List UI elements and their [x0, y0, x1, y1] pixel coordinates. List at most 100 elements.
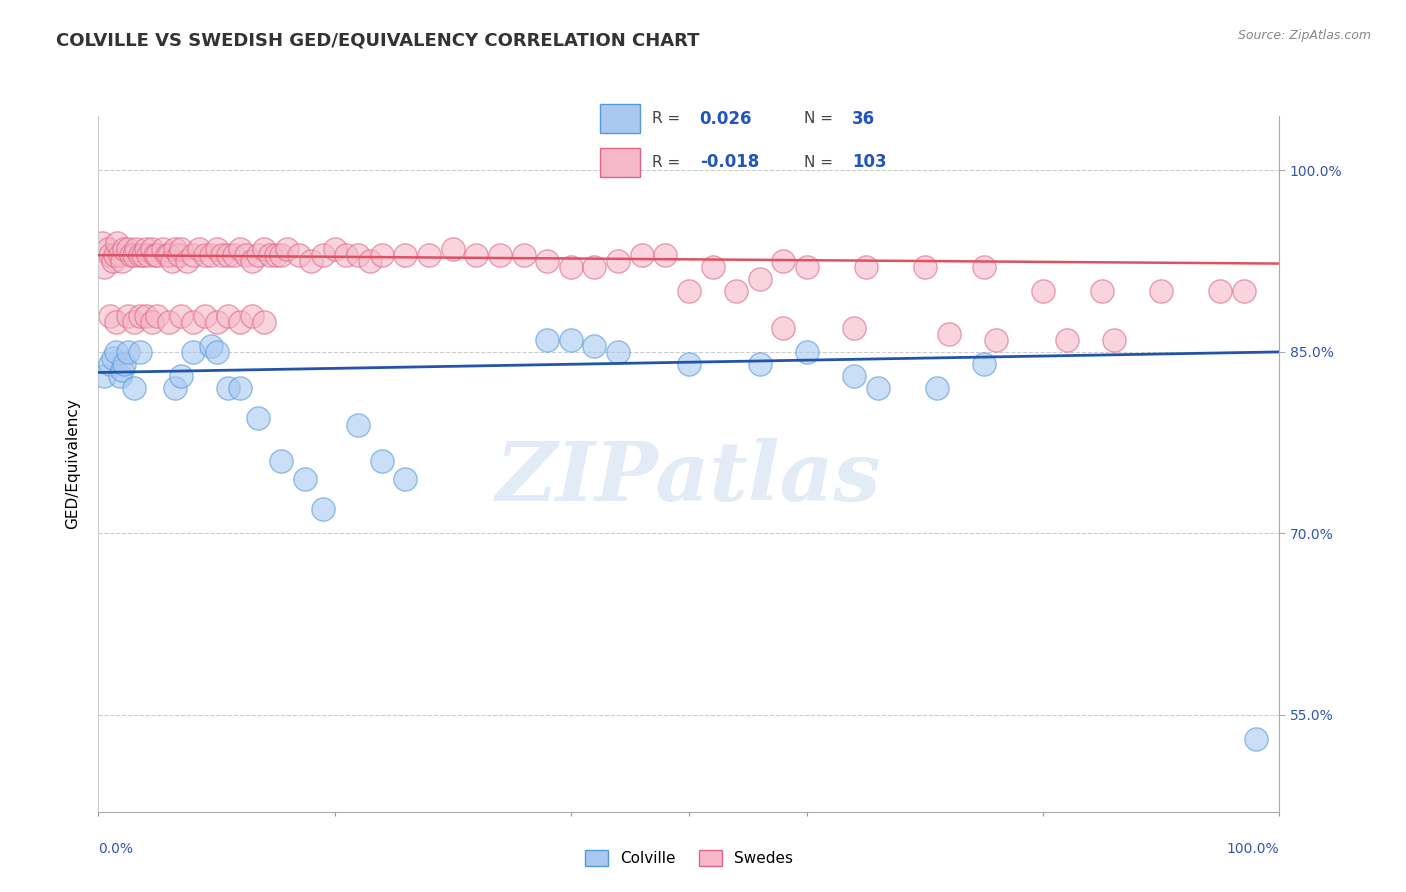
Point	[1102, 333, 1125, 347]
Point	[253, 315, 276, 329]
Point	[97, 242, 120, 256]
Text: N =: N =	[804, 111, 832, 126]
Point	[98, 357, 121, 371]
Point	[347, 417, 370, 432]
Legend: Colville, Swedes: Colville, Swedes	[578, 842, 800, 873]
Point	[748, 357, 770, 371]
Point	[229, 242, 252, 256]
Point	[796, 345, 818, 359]
Bar	[599, 103, 640, 133]
Point	[217, 309, 239, 323]
Point	[359, 254, 381, 268]
Point	[276, 242, 298, 256]
Point	[167, 248, 190, 262]
Point	[772, 320, 794, 334]
Point	[560, 260, 582, 275]
Point	[1233, 285, 1256, 299]
Point	[165, 242, 187, 256]
Point	[111, 254, 134, 268]
Point	[146, 309, 169, 323]
Point	[157, 315, 180, 329]
Point	[772, 254, 794, 268]
Point	[583, 260, 606, 275]
Point	[288, 248, 311, 262]
Point	[117, 309, 139, 323]
Point	[229, 315, 252, 329]
Point	[146, 248, 169, 262]
Point	[702, 260, 724, 275]
Point	[973, 357, 995, 371]
Point	[347, 248, 370, 262]
Point	[294, 472, 316, 486]
Point	[678, 357, 700, 371]
Point	[725, 285, 748, 299]
Point	[1091, 285, 1114, 299]
Point	[270, 454, 292, 468]
Text: ZIPatlas: ZIPatlas	[496, 438, 882, 517]
Point	[105, 315, 128, 329]
Point	[866, 381, 889, 395]
Point	[844, 369, 866, 384]
Point	[136, 248, 159, 262]
Point	[121, 248, 143, 262]
Point	[654, 248, 676, 262]
Point	[607, 345, 630, 359]
Point	[105, 345, 128, 359]
Point	[181, 315, 204, 329]
Point	[170, 369, 193, 384]
Point	[984, 333, 1007, 347]
Point	[678, 285, 700, 299]
Text: 0.026: 0.026	[700, 110, 752, 128]
Point	[925, 381, 948, 395]
Point	[205, 315, 228, 329]
Point	[108, 369, 131, 384]
Point	[253, 242, 276, 256]
Bar	[599, 148, 640, 178]
Point	[217, 381, 239, 395]
Point	[270, 248, 292, 262]
Point	[489, 248, 512, 262]
Point	[165, 381, 187, 395]
Point	[104, 248, 127, 262]
Text: 103: 103	[852, 153, 887, 171]
Point	[135, 242, 157, 256]
Text: R =: R =	[651, 111, 681, 126]
Point	[101, 351, 124, 365]
Point	[211, 248, 233, 262]
Y-axis label: GED/Equivalency: GED/Equivalency	[65, 399, 80, 529]
Point	[132, 248, 155, 262]
Point	[156, 248, 179, 262]
Point	[418, 248, 440, 262]
Point	[844, 320, 866, 334]
Point	[224, 248, 246, 262]
Point	[205, 345, 228, 359]
Point	[441, 242, 464, 256]
Point	[122, 248, 145, 262]
Point	[128, 309, 150, 323]
Point	[112, 242, 135, 256]
Point	[93, 369, 115, 384]
Point	[112, 357, 135, 371]
Point	[160, 254, 183, 268]
Point	[108, 248, 131, 262]
Point	[117, 242, 139, 256]
Point	[125, 242, 148, 256]
Point	[536, 333, 558, 347]
Point	[181, 345, 204, 359]
Point	[105, 235, 128, 250]
Point	[512, 248, 534, 262]
Point	[141, 242, 163, 256]
Point	[187, 242, 209, 256]
Point	[465, 248, 488, 262]
Point	[583, 339, 606, 353]
Point	[1244, 732, 1267, 747]
Point	[205, 242, 228, 256]
Point	[394, 472, 416, 486]
Text: -0.018: -0.018	[700, 153, 759, 171]
Point	[117, 345, 139, 359]
Point	[371, 454, 394, 468]
Text: 0.0%: 0.0%	[98, 842, 134, 856]
Point	[128, 248, 150, 262]
Point	[246, 248, 269, 262]
Point	[217, 248, 239, 262]
